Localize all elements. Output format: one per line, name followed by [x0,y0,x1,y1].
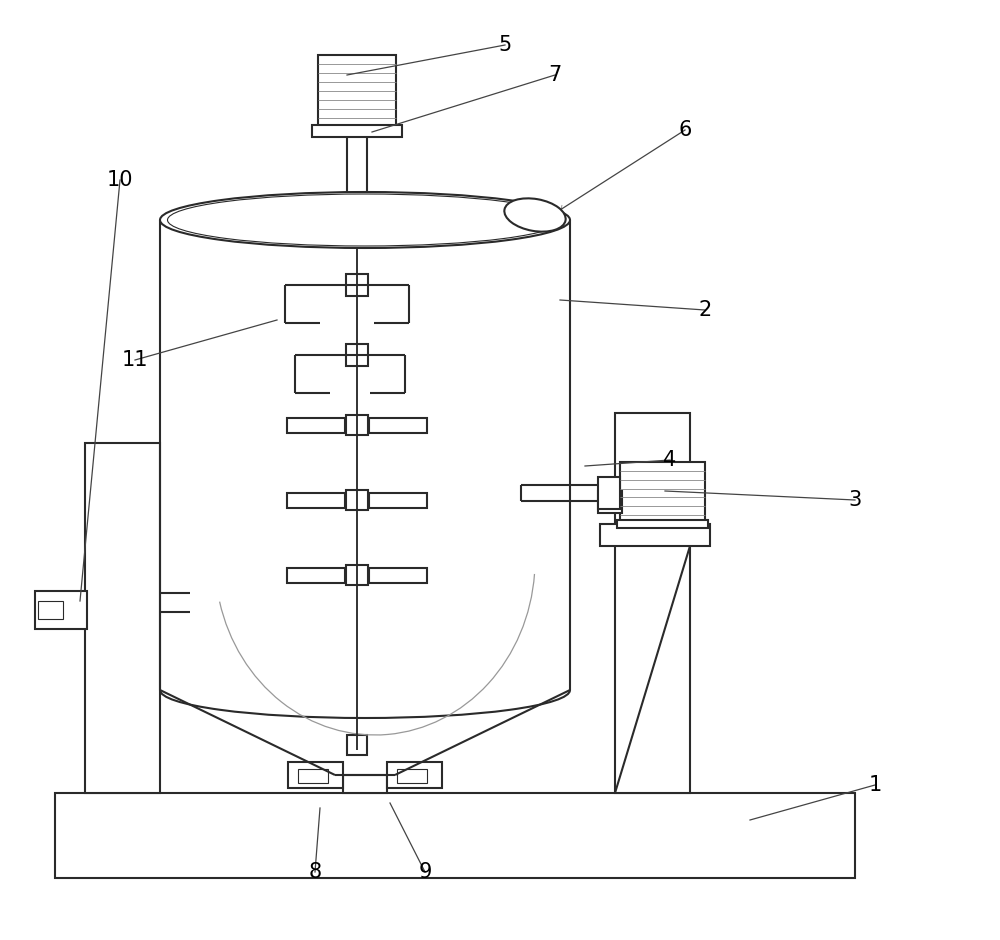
Bar [615,413,690,793]
Ellipse shape [160,192,570,248]
Ellipse shape [504,198,566,231]
Text: 8: 8 [308,862,322,882]
Text: 2: 2 [698,300,712,320]
Bar [369,493,427,508]
Bar [600,524,710,546]
Bar [318,55,396,127]
Bar [347,735,367,755]
Bar [598,477,620,509]
Bar [346,344,368,366]
Text: 7: 7 [548,65,562,85]
Bar [38,601,63,619]
Bar [346,565,368,585]
Text: 3: 3 [848,490,862,510]
Bar [312,125,402,137]
Bar [620,462,705,524]
Bar [346,490,368,510]
Text: 1: 1 [868,775,882,795]
Text: 4: 4 [663,450,677,470]
Bar [35,591,87,629]
Bar [287,568,345,583]
Text: 10: 10 [107,170,133,190]
Text: 11: 11 [122,350,148,370]
Bar [346,415,368,435]
Bar [346,274,368,296]
Bar [369,568,427,583]
Bar [298,769,328,783]
Bar [387,762,442,788]
Bar [85,443,160,793]
Bar [55,793,855,878]
Bar [617,520,708,528]
Bar [369,417,427,432]
Bar [598,491,622,513]
Bar [397,769,427,783]
Text: 5: 5 [498,35,512,55]
Bar [343,775,387,793]
Bar [287,417,345,432]
Text: 9: 9 [418,862,432,882]
Bar [288,762,343,788]
Bar [287,493,345,508]
Text: 6: 6 [678,120,692,140]
